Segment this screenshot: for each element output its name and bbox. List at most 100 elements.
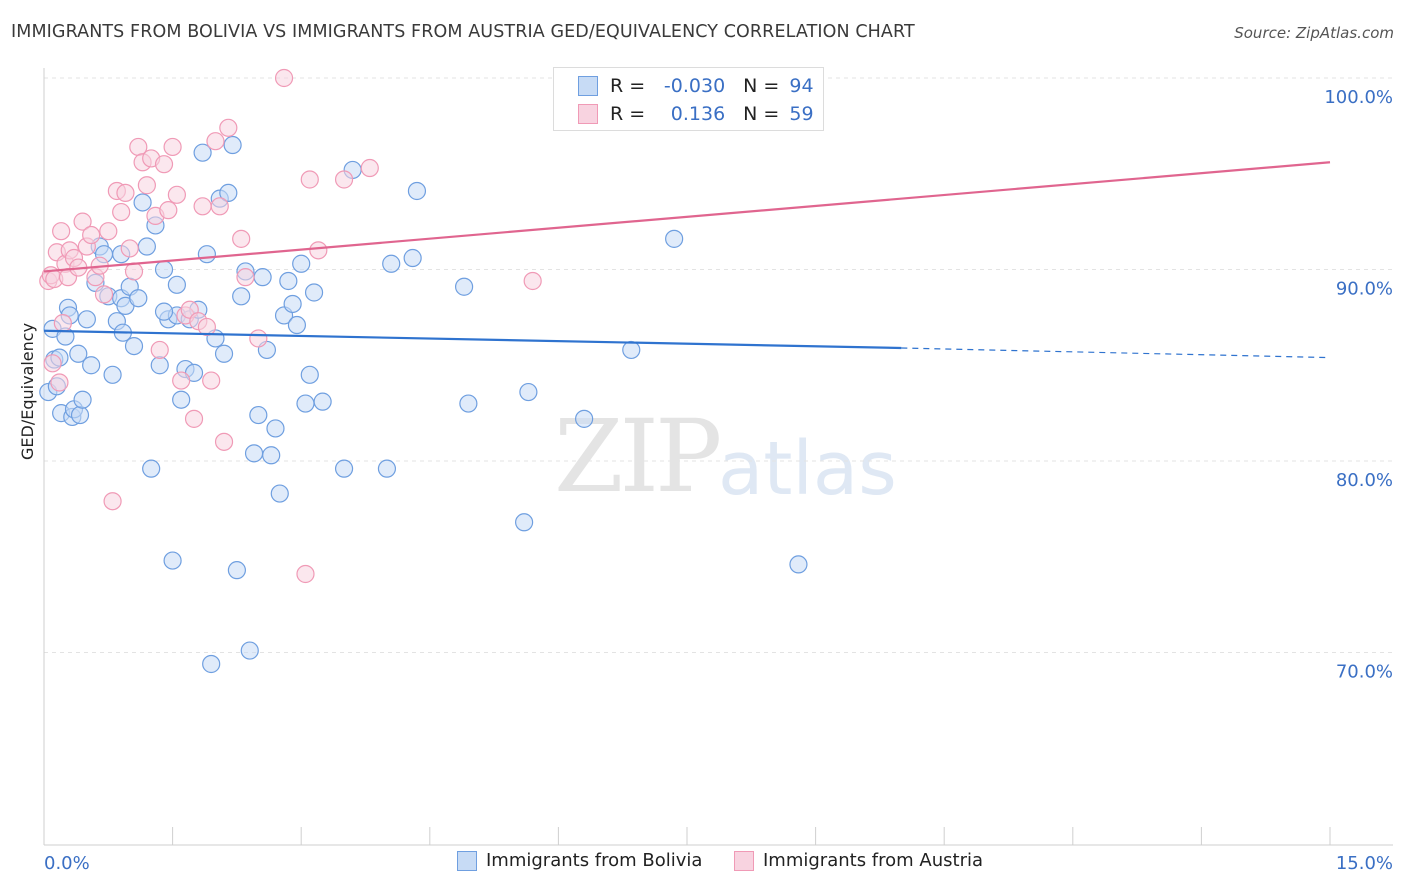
data-point-bolivia — [167, 275, 186, 294]
data-point-austria — [214, 432, 234, 451]
data-point-bolivia — [69, 344, 88, 363]
data-point-bolivia — [313, 392, 332, 411]
legend-n-value-austria: 59 — [789, 103, 814, 125]
data-point-bolivia — [622, 340, 641, 360]
data-point-austria — [154, 155, 174, 174]
data-point-austria — [124, 262, 144, 281]
data-point-bolivia — [270, 484, 289, 503]
data-point-bolivia — [232, 287, 251, 306]
data-point-austria — [167, 185, 186, 204]
data-point-austria — [202, 371, 221, 390]
stats-legend: R = -0.030 N = 94 R = 0.136 N = 59 — [553, 67, 824, 131]
legend-r-label: R = — [610, 75, 646, 97]
data-point-bolivia — [515, 513, 534, 532]
bottom-swatch-bolivia — [457, 850, 477, 871]
x-tick-label: 0.0% — [44, 853, 90, 874]
legend-n-label: N = — [743, 75, 780, 97]
data-point-bolivia — [227, 561, 246, 580]
y-tick-label: 90.0% — [1336, 279, 1393, 300]
data-point-austria — [82, 225, 101, 245]
data-point-austria — [53, 314, 72, 333]
data-point-austria — [232, 229, 251, 248]
data-point-austria — [210, 197, 229, 216]
data-point-austria — [159, 201, 178, 220]
bottom-legend-label-austria: Immigrants from Austria — [763, 850, 983, 871]
bottom-legend-austria: Immigrants from Austria — [734, 850, 983, 871]
data-point-austria — [360, 158, 379, 178]
legend-n-value-bolivia: 94 — [789, 75, 814, 97]
data-point-austria — [249, 329, 268, 348]
data-point-bolivia — [197, 245, 216, 264]
data-point-bolivia — [77, 310, 96, 329]
watermark-atlas: atlas — [718, 426, 897, 512]
data-point-bolivia — [300, 365, 319, 384]
data-point-bolivia — [665, 229, 684, 248]
data-point-austria — [103, 492, 122, 511]
data-point-austria — [73, 212, 92, 231]
data-point-bolivia — [124, 337, 144, 356]
data-point-austria — [274, 68, 294, 88]
data-point-bolivia — [249, 405, 268, 425]
legend-swatch-bolivia — [578, 76, 598, 96]
source-label: Source: ZipAtlas.com — [1234, 24, 1394, 42]
data-point-bolivia — [142, 459, 161, 478]
data-point-bolivia — [150, 356, 169, 375]
data-point-bolivia — [172, 390, 191, 409]
data-point-austria — [52, 222, 71, 241]
data-point-bolivia — [137, 237, 156, 256]
data-point-austria — [236, 268, 255, 287]
x-tick-label: 15.0% — [1336, 853, 1393, 874]
legend-r-value-bolivia: -0.030 — [663, 75, 726, 97]
data-point-bolivia — [154, 302, 174, 321]
data-point-bolivia — [163, 551, 182, 570]
legend-n-label: N = — [743, 103, 780, 125]
y-tick-label: 100.0% — [1324, 87, 1393, 108]
data-point-austria — [99, 222, 118, 241]
data-point-bolivia — [292, 254, 311, 273]
legend-r-value-austria: 0.136 — [670, 103, 726, 125]
data-point-bolivia — [253, 268, 272, 287]
data-point-austria — [43, 354, 62, 373]
trend-line-austria — [43, 161, 1331, 273]
data-point-austria — [120, 239, 139, 258]
trend-line-bolivia — [43, 329, 902, 350]
data-point-bolivia — [575, 409, 594, 428]
y-tick-label: 80.0% — [1336, 470, 1393, 491]
data-point-bolivia — [219, 183, 238, 202]
data-point-bolivia — [133, 193, 152, 212]
data-point-bolivia — [73, 390, 92, 409]
data-point-bolivia — [240, 641, 259, 660]
data-point-bolivia — [519, 382, 538, 402]
data-point-austria — [197, 317, 216, 337]
data-point-bolivia — [287, 315, 307, 335]
data-point-austria — [296, 564, 315, 584]
data-point-bolivia — [279, 271, 298, 291]
bottom-legend-bolivia: Immigrants from Bolivia — [457, 850, 702, 871]
legend-row-austria: R = 0.136 N = 59 — [578, 102, 814, 126]
data-point-austria — [300, 170, 319, 189]
bottom-swatch-austria — [734, 850, 754, 871]
data-point-austria — [219, 118, 238, 137]
data-point-bolivia — [154, 260, 174, 279]
data-point-bolivia — [70, 405, 90, 425]
data-point-bolivia — [129, 289, 148, 308]
data-point-austria — [184, 409, 204, 428]
data-point-bolivia — [223, 135, 242, 155]
chart-title: IMMIGRANTS FROM BOLIVIA VS IMMIGRANTS FR… — [11, 22, 915, 42]
data-point-bolivia — [407, 181, 427, 201]
trend-line-extension-bolivia — [901, 347, 1331, 359]
y-axis-label: GED/Equivalency — [18, 322, 37, 460]
data-point-austria — [193, 197, 212, 216]
data-point-austria — [150, 340, 169, 360]
legend-r-label: R = — [610, 103, 646, 125]
data-point-bolivia — [377, 459, 397, 478]
data-point-bolivia — [382, 254, 401, 273]
data-point-austria — [206, 132, 225, 151]
data-point-bolivia — [334, 459, 354, 478]
data-point-bolivia — [82, 356, 101, 375]
data-point-bolivia — [454, 277, 474, 296]
data-point-bolivia — [459, 394, 478, 413]
data-point-bolivia — [296, 394, 315, 413]
y-tick-label: 70.0% — [1336, 662, 1393, 683]
